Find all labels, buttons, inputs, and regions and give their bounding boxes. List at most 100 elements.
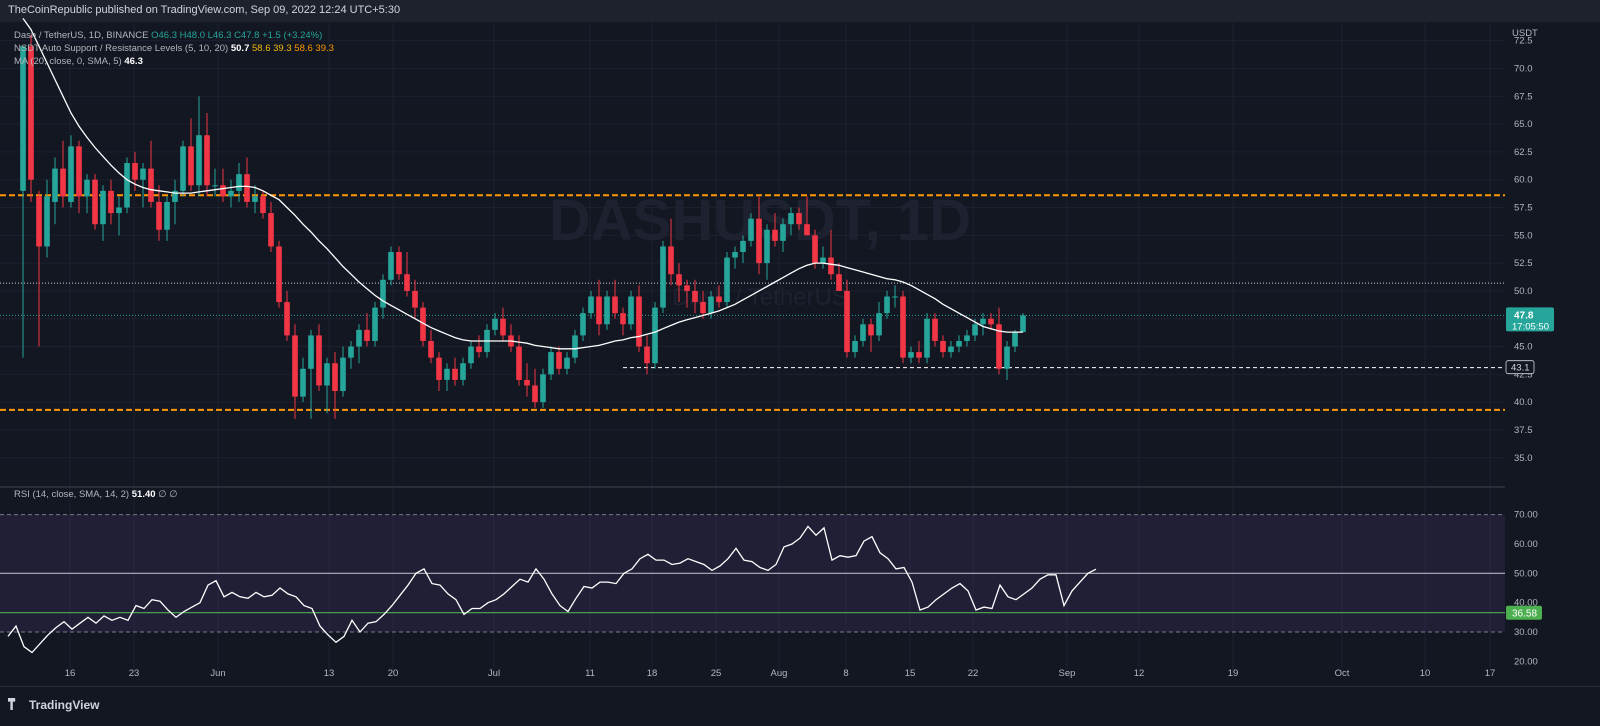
- candle-body: [108, 190, 114, 214]
- price-tick-label: 62.5: [1514, 147, 1533, 158]
- rsi-pane: [0, 514, 1505, 633]
- candle: [748, 213, 754, 247]
- legend-rsi: RSI (14, close, SMA, 14, 2) 51.40 ∅ ∅: [14, 489, 177, 500]
- candle: [844, 279, 850, 358]
- price-tick-label: 70.0: [1514, 63, 1533, 74]
- tradingview-logo[interactable]: TradingView: [8, 698, 99, 712]
- candle: [244, 157, 250, 208]
- candle: [340, 346, 346, 397]
- legend-ohlc: Dash / TetherUS, 1D, BINANCE O46.3 H48.0…: [14, 30, 322, 41]
- candle-body: [596, 296, 602, 325]
- candle: [316, 324, 322, 392]
- candle-body: [636, 296, 642, 347]
- candle-body: [60, 168, 66, 197]
- candle-body: [932, 318, 938, 341]
- time-tick-label: Aug: [771, 668, 788, 679]
- candle: [644, 335, 650, 375]
- candle: [460, 357, 466, 386]
- price-tick-label: 67.5: [1514, 91, 1533, 102]
- candle-body: [404, 274, 410, 291]
- candle-body: [564, 357, 570, 369]
- ma-line: [22, 18, 1023, 350]
- candle: [724, 252, 730, 308]
- candle: [444, 363, 450, 392]
- publisher-text: TheCoinRepublic published on TradingView…: [8, 4, 401, 16]
- candle: [156, 185, 162, 241]
- price-tick-label: 52.5: [1514, 258, 1533, 269]
- rsi-signal-tag: [1506, 605, 1542, 620]
- candle: [28, 35, 34, 202]
- candle-body: [292, 335, 298, 397]
- candle-body: [44, 196, 50, 247]
- rsi-tick-label: 50.00: [1514, 568, 1538, 579]
- candle: [924, 313, 930, 364]
- last-price-tag: [1506, 307, 1554, 332]
- candle: [836, 263, 842, 291]
- candle-body: [884, 296, 890, 314]
- last-price-value: 47.8: [1514, 310, 1534, 321]
- price-tick-label: 60.0: [1514, 175, 1533, 186]
- candle: [492, 313, 498, 336]
- candle: [692, 279, 698, 314]
- legend-ma-value: 46.3: [124, 56, 143, 67]
- candle: [860, 318, 866, 347]
- legend-sr-value-3: 39.3: [273, 43, 292, 54]
- time-tick-label: 10: [1420, 668, 1431, 679]
- candle: [476, 335, 482, 358]
- candle: [796, 207, 802, 230]
- candle: [620, 307, 626, 336]
- candle-body: [180, 146, 186, 191]
- candle-body: [364, 329, 370, 341]
- candle: [956, 335, 962, 353]
- candle-body: [1020, 315, 1026, 333]
- candle-body: [468, 346, 474, 364]
- candle: [660, 240, 666, 314]
- candle-body: [756, 218, 762, 264]
- legend-sr-value-5: 39.3: [315, 43, 334, 54]
- legend-rsi-label[interactable]: RSI (14, close, SMA, 14, 2): [14, 489, 130, 500]
- candle-body: [116, 207, 122, 214]
- candle-body: [396, 252, 402, 275]
- candle: [668, 218, 674, 286]
- rsi-tick-label: 70.00: [1514, 510, 1538, 521]
- candle-body: [316, 335, 322, 386]
- candle: [868, 318, 874, 353]
- legend-sr: NSDT Auto Support / Resistance Levels (5…: [14, 43, 334, 54]
- candle-body: [644, 346, 650, 364]
- candle-body: [716, 296, 722, 303]
- candle: [900, 290, 906, 364]
- candle: [980, 313, 986, 336]
- legend-low: L46.3: [207, 30, 232, 41]
- candle: [764, 224, 770, 280]
- candle: [68, 135, 74, 208]
- candle-body: [940, 340, 946, 353]
- candle-body: [836, 274, 842, 291]
- candle: [116, 196, 122, 236]
- legend-sr-label[interactable]: NSDT Auto Support / Resistance Levels (5…: [14, 43, 229, 54]
- candle-body: [556, 352, 562, 369]
- legend-rsi-extra: ∅ ∅: [158, 489, 178, 500]
- legend-symbol[interactable]: Dash / TetherUS, 1D, BINANCE: [14, 30, 149, 41]
- candle-body: [436, 357, 442, 380]
- candle: [292, 324, 298, 419]
- candle-body: [332, 363, 338, 392]
- legend-high: H48.0: [179, 30, 205, 41]
- candle-body: [420, 307, 426, 341]
- candle-body: [668, 246, 674, 275]
- candle-body: [892, 296, 898, 298]
- footer-bar: TradingView: [0, 686, 1600, 726]
- countdown-value: 17:05:50: [1512, 321, 1549, 332]
- candle: [76, 140, 82, 214]
- candle: [332, 352, 338, 419]
- chart-canvas[interactable]: DASHUSDT, 1D Dash / TetherUS 35.037.540.…: [0, 0, 1600, 686]
- candle: [196, 96, 202, 197]
- candle: [556, 346, 562, 375]
- candle: [388, 246, 394, 286]
- candle: [100, 185, 106, 241]
- candle: [532, 368, 538, 408]
- candle-body: [692, 290, 698, 303]
- candle: [180, 140, 186, 197]
- candle-body: [84, 179, 90, 197]
- legend-ma-label[interactable]: MA (20, close, 0, SMA, 5): [14, 56, 122, 67]
- axis-background: [1505, 22, 1600, 686]
